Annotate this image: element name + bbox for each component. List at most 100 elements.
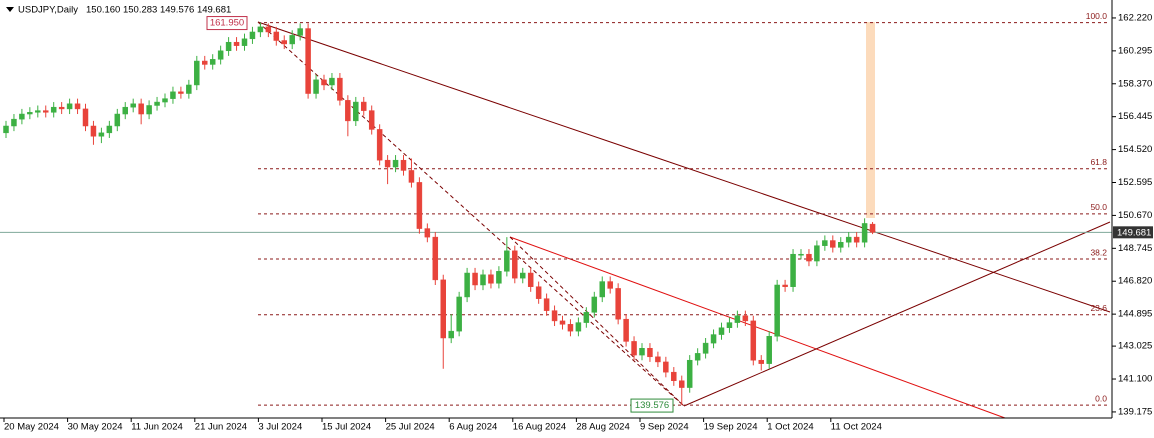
candle-body [814, 245, 820, 262]
candle-body [615, 288, 621, 320]
fib-label: 50.0 [1090, 202, 1107, 212]
candle-body [257, 26, 264, 33]
candle-body [543, 298, 550, 311]
y-tick-label: 141.100 [1118, 374, 1152, 385]
candle-body [66, 103, 73, 110]
candle-body [464, 272, 470, 298]
candle-body [583, 312, 590, 323]
candle-body [758, 359, 764, 364]
candle-body [90, 125, 97, 137]
symbol: USDJPY,Daily [18, 5, 78, 16]
candle-body [623, 318, 629, 342]
last-price-label: 149.681 [1117, 227, 1151, 238]
candle-body [217, 50, 224, 60]
candle-body [289, 35, 295, 45]
candle-body [575, 322, 582, 332]
ohlc: 150.160 150.283 149.576 149.681 [86, 5, 231, 16]
candle-body [408, 170, 415, 183]
candle-body [186, 84, 192, 94]
y-tick-label: 152.595 [1118, 177, 1152, 188]
low-label-box [630, 398, 674, 413]
fib-diagonal [509, 236, 685, 407]
candle-body [106, 125, 113, 134]
candle-body [337, 77, 343, 101]
y-tick-label: 144.895 [1118, 309, 1152, 320]
candle-body [631, 341, 637, 356]
candle-body [830, 240, 836, 248]
candle-body [790, 253, 796, 287]
candle-body [567, 324, 574, 332]
fib-label: 100.0 [1086, 11, 1108, 21]
candle-body [130, 103, 136, 108]
trendline [683, 221, 1111, 407]
x-tick-label: 11 Oct 2024 [831, 422, 882, 433]
candle-body [233, 41, 240, 46]
y-tick-label: 139.175 [1118, 406, 1152, 417]
x-tick-label: 30 May 2024 [68, 422, 123, 433]
x-tick-label: 11 Jun 2024 [131, 422, 183, 433]
candle-body [424, 228, 431, 238]
candle-body [798, 253, 804, 256]
candle-body [194, 60, 200, 86]
high-label: 161.950 [210, 18, 244, 29]
candle-body [35, 110, 41, 113]
high-label-box [206, 16, 248, 31]
candle-body [209, 59, 216, 65]
candle-body [472, 272, 478, 286]
candle-body [822, 240, 828, 246]
candle-body [726, 322, 733, 328]
fib-label: 61.8 [1090, 157, 1107, 167]
candle-body [82, 108, 89, 127]
menu-arrow[interactable] [6, 7, 14, 12]
y-tick-label: 146.820 [1118, 276, 1152, 287]
y-tick-label: 148.745 [1118, 243, 1152, 254]
candle-body [416, 182, 423, 229]
candle-body [774, 284, 780, 337]
low-label: 139.576 [635, 400, 669, 411]
x-tick-label: 1 Oct 2024 [767, 422, 813, 433]
candle-body [329, 77, 335, 86]
candle-body [249, 31, 256, 40]
candle-body [297, 28, 303, 36]
x-tick-label: 16 Aug 2024 [513, 422, 566, 433]
x-tick-label: 20 May 2024 [4, 422, 59, 433]
candle-body [376, 129, 383, 161]
candle-body [861, 223, 868, 243]
y-tick-label: 156.445 [1118, 111, 1152, 122]
candle-body [241, 38, 248, 46]
candle-body [782, 284, 788, 287]
candle-body [178, 91, 184, 94]
candle-body [273, 31, 280, 41]
candle-body [361, 101, 367, 111]
candle-body [551, 310, 558, 322]
candle-body [43, 110, 49, 113]
candle-body [639, 347, 645, 356]
candle-body [114, 113, 121, 127]
candle-body [313, 79, 319, 94]
y-tick-label: 158.370 [1118, 78, 1152, 89]
x-tick-label: 25 Jul 2024 [386, 422, 435, 433]
fib-label: 38.2 [1090, 247, 1107, 257]
candle-body [50, 106, 57, 113]
candle-body [202, 60, 208, 65]
candle-body [170, 91, 176, 99]
y-tick-label: 150.670 [1118, 210, 1152, 221]
candle-body [345, 100, 351, 122]
candle-body [392, 159, 399, 168]
fib-label: 23.6 [1090, 303, 1107, 313]
candle-body [838, 242, 844, 248]
candle-body [520, 272, 526, 279]
x-tick-label: 3 Jul 2024 [258, 422, 302, 433]
candle-body [512, 250, 518, 279]
candle-body [74, 103, 81, 110]
highlight-bar [866, 22, 875, 218]
candle-body [710, 334, 717, 344]
candle-body [400, 159, 407, 171]
candle-body [766, 336, 772, 364]
candle-body [647, 347, 653, 358]
candle-body [456, 296, 462, 332]
candle-body [694, 353, 701, 361]
candle-body [353, 101, 359, 122]
candle-body [845, 236, 852, 243]
